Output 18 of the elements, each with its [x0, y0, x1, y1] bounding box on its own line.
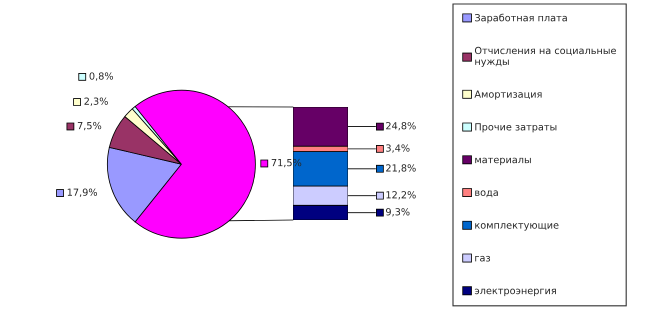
data-label: 9,3% — [386, 208, 410, 216]
legend-label: электроэнергия — [474, 288, 556, 296]
data-label: 12,2% — [386, 191, 416, 200]
data-label: 17,9% — [68, 188, 98, 197]
data-label: 2,3% — [84, 98, 108, 106]
data-label: 21,8% — [386, 164, 416, 173]
legend-label: Заработная плата — [475, 14, 567, 24]
legend-label: Отчисления на социальные нужды — [474, 46, 616, 67]
legend-label: комплектующие — [475, 223, 559, 231]
legend-label: Прочие затраты — [475, 123, 556, 132]
data-label: 24,8% — [386, 122, 416, 130]
data-label: 3,4% — [386, 144, 410, 153]
data-label: 0,8% — [90, 72, 114, 81]
data-label: 7,5% — [78, 122, 102, 130]
legend-label: газ — [475, 256, 490, 262]
legend-label: вода — [475, 190, 498, 198]
legend-label: материалы — [475, 158, 531, 166]
legend-label: Амортизация — [474, 90, 542, 100]
